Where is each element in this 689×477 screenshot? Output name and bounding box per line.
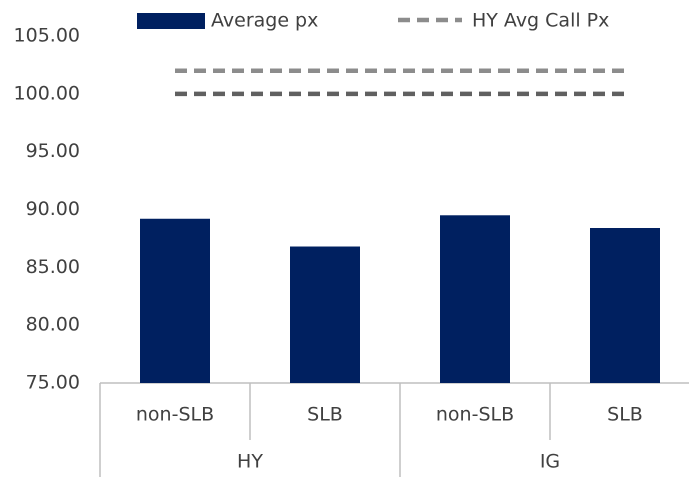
legend-label: HY Avg Call Px: [472, 10, 609, 32]
y-tick-label: 85.00: [26, 256, 80, 278]
y-tick-label: 105.00: [14, 25, 80, 47]
legend-swatch: [137, 13, 205, 29]
legend-label: Average px: [211, 10, 318, 32]
x-tick-label: non-SLB: [136, 404, 214, 426]
x-tick-label: SLB: [307, 404, 343, 426]
y-tick-label: 100.00: [14, 82, 80, 104]
bar: [590, 228, 660, 383]
group-label: HY: [237, 451, 263, 473]
bar: [440, 215, 510, 383]
group-label: IG: [540, 451, 560, 473]
y-tick-label: 95.00: [26, 140, 80, 162]
y-tick-label: 75.00: [26, 372, 80, 394]
bar: [140, 218, 210, 383]
x-tick-label: non-SLB: [436, 404, 514, 426]
x-tick-label: SLB: [607, 404, 643, 426]
bar: [290, 246, 360, 383]
y-tick-label: 90.00: [26, 198, 80, 220]
y-tick-label: 80.00: [26, 314, 80, 336]
